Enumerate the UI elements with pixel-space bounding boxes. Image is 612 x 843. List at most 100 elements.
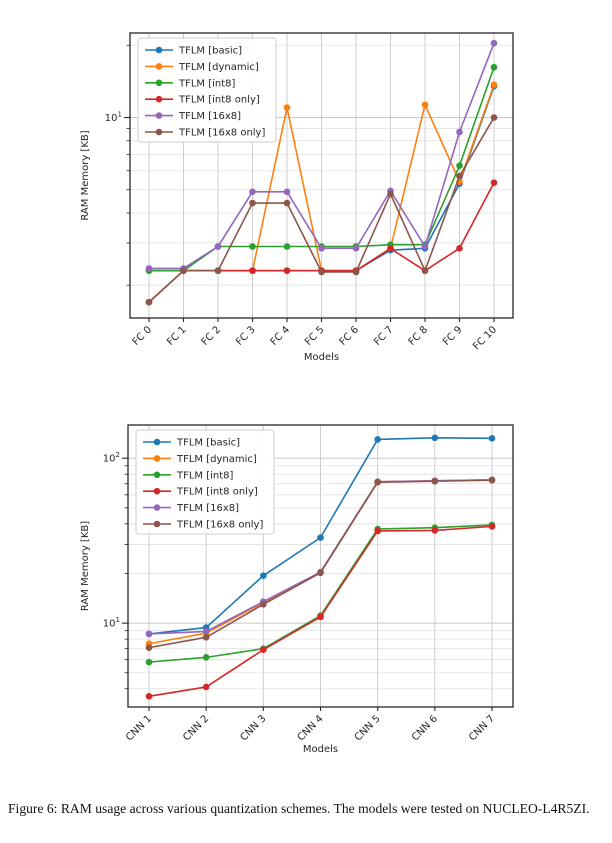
x-tick-label: FC 7	[372, 324, 396, 348]
x-tick-label: FC 10	[471, 324, 499, 352]
data-point	[374, 436, 381, 443]
data-point	[214, 243, 222, 250]
data-point	[283, 267, 291, 274]
x-tick-label: FC 6	[338, 324, 362, 348]
legend-marker	[153, 438, 161, 446]
data-point	[387, 245, 394, 252]
data-point	[317, 613, 324, 621]
data-point	[431, 477, 439, 485]
data-point	[249, 199, 256, 207]
data-point	[202, 628, 210, 635]
y-axis-label: RAM Memory [KB]	[80, 130, 91, 220]
x-tick-label: CNN 5	[353, 713, 383, 743]
data-point	[490, 114, 498, 121]
x-tick-label: FC 3	[234, 324, 258, 348]
data-point	[249, 267, 256, 274]
data-point	[387, 190, 394, 198]
data-point	[490, 179, 498, 186]
legend-label: TFLM [16x8 only]	[178, 128, 265, 139]
x-tick-label: FC 1	[165, 324, 189, 348]
legend-label: TFLM [int8]	[176, 470, 234, 481]
x-tick-label: CNN 6	[410, 713, 440, 743]
data-point	[249, 188, 256, 196]
legend-marker	[155, 79, 163, 87]
data-point	[456, 128, 463, 136]
legend-marker	[153, 471, 161, 479]
y-tick-label: 102	[103, 451, 120, 465]
legend-label: TFLM [dynamic]	[176, 454, 257, 465]
x-tick-label: FC 4	[269, 324, 293, 348]
data-point	[488, 523, 496, 530]
cnn-ram-chart: 101 102 CNN 1 CNN 2 CNN 3 CNN 4 CNN 5 CNN 6 CNN …	[80, 424, 514, 755]
data-point	[283, 199, 291, 207]
data-point	[352, 268, 360, 276]
data-point	[202, 634, 210, 641]
legend-label: TFLM [16x8]	[178, 111, 241, 122]
data-point	[145, 298, 153, 306]
data-point	[456, 172, 463, 180]
data-point	[145, 644, 153, 651]
x-tick-label: FC 8	[407, 324, 431, 348]
data-point	[490, 81, 498, 88]
data-point	[202, 654, 210, 661]
data-point	[260, 601, 267, 608]
data-point	[488, 476, 496, 484]
data-point	[456, 245, 463, 252]
data-point	[249, 243, 256, 250]
legend-label: TFLM [basic]	[176, 438, 240, 449]
legend-label: TFLM [16x8 only]	[176, 520, 263, 531]
legend-label: TFLM [dynamic]	[178, 62, 259, 73]
x-tick-label: CNN 2	[181, 713, 211, 743]
fc-ram-chart: 101 FC 0 FC 1 FC 2 FC 3 FC 4 FC 5 FC 6 FC 7 FC 8 F…	[80, 32, 514, 363]
data-point	[431, 434, 439, 442]
data-point	[456, 162, 463, 169]
legend-marker	[155, 46, 163, 54]
data-point	[421, 101, 429, 109]
x-tick-label: CNN 7	[467, 713, 497, 743]
y-tick-label: 101	[103, 616, 120, 630]
data-point	[283, 104, 291, 111]
legend-marker	[155, 112, 163, 119]
legend-label: TFLM [16x8]	[176, 503, 239, 514]
data-point	[145, 630, 153, 638]
x-tick-label: FC 0	[131, 324, 155, 348]
data-point	[318, 268, 325, 276]
legend-label: TFLM [int8 only]	[178, 95, 260, 106]
legend-marker	[153, 455, 161, 462]
data-point	[145, 692, 153, 700]
data-point	[490, 39, 498, 47]
legend-marker	[153, 520, 161, 528]
data-point	[431, 527, 439, 534]
legend-label: TFLM [int8 only]	[176, 487, 258, 498]
data-point	[214, 267, 222, 274]
x-axis-label: Models	[303, 744, 338, 755]
x-tick-label: FC 5	[303, 324, 327, 348]
legend-marker	[153, 487, 161, 495]
x-tick-label: CNN 1	[124, 713, 154, 743]
x-tick-label: CNN 3	[238, 713, 268, 743]
legend-label: TFLM [int8]	[178, 78, 236, 89]
data-point	[488, 435, 496, 442]
x-tick-label: FC 9	[441, 324, 465, 348]
data-point	[374, 527, 381, 535]
data-point	[374, 478, 381, 486]
data-point	[260, 572, 267, 579]
legend-marker	[155, 63, 163, 70]
data-point	[283, 188, 291, 196]
data-point	[145, 658, 153, 666]
data-point	[421, 243, 429, 250]
data-point	[352, 245, 360, 252]
data-point	[202, 683, 210, 691]
x-axis-label: Models	[304, 352, 339, 363]
data-point	[180, 267, 187, 274]
data-point	[283, 243, 291, 250]
data-point	[318, 245, 325, 252]
y-axis-label: RAM Memory [KB]	[80, 521, 91, 611]
figure-caption: Figure 6: RAM usage across various quant…	[8, 801, 590, 816]
legend-marker	[155, 128, 163, 136]
y-tick-label: 101	[105, 111, 122, 125]
data-point	[317, 569, 324, 577]
data-point	[145, 265, 153, 272]
data-point	[421, 267, 429, 274]
